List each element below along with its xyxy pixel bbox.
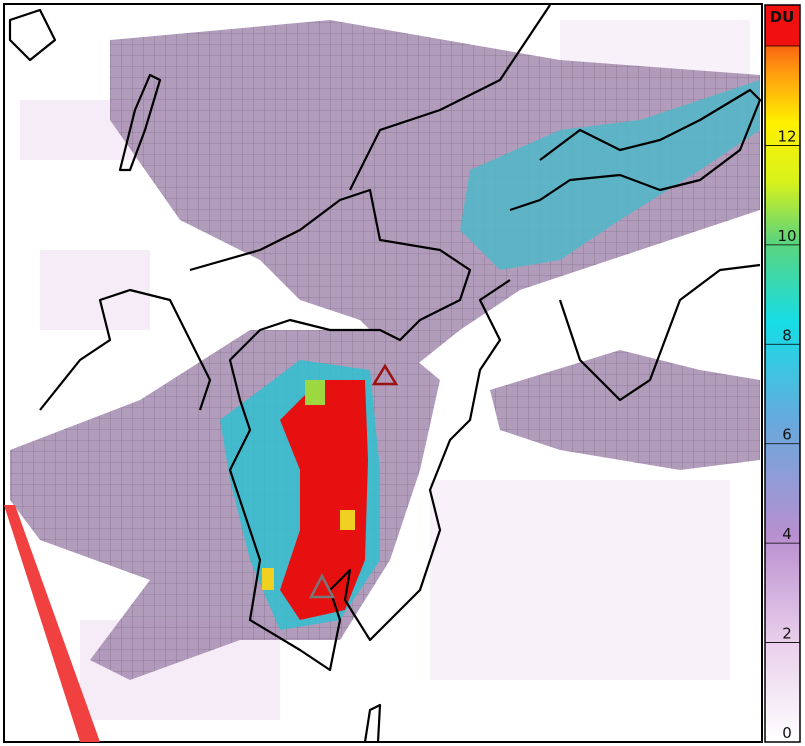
colorbar: DU 0 2 4 6 8 10 12: [764, 4, 801, 743]
swath-edge: [4, 505, 100, 742]
colorbar-tick-label: 8: [782, 326, 792, 344]
colorbar-label: DU: [770, 8, 795, 26]
map: [3, 3, 763, 743]
colorbar-tick-label: 4: [782, 525, 792, 543]
colorbar-tick-label: 2: [782, 625, 792, 643]
colorbar-tick-label: 0: [782, 724, 792, 742]
colorbar-cap: [765, 5, 800, 46]
volcano-marker: [371, 363, 399, 386]
colorbar-tick-label: 10: [777, 227, 796, 245]
coastlines: [8, 4, 762, 743]
colorbar-scale: [765, 5, 800, 742]
colorbar-tick-label: 6: [782, 426, 792, 444]
volcano-marker: [308, 573, 336, 599]
colorbar-tick-label: 12: [777, 127, 796, 145]
